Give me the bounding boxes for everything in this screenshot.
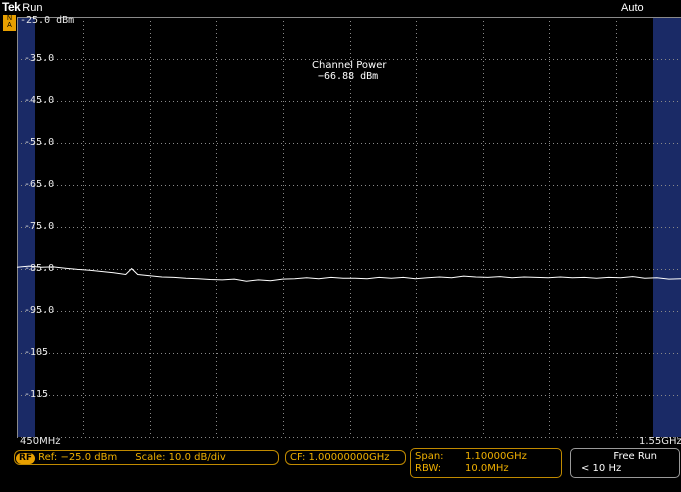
rf-channel-marker-icon[interactable]: N A [3,15,16,31]
span-value: 1.10000GHz [465,451,527,462]
channel-power-title: Channel Power [312,60,387,71]
y-axis-label: -105 [24,347,49,358]
run-state: Run [22,2,43,14]
y-axis-label: -25.0 dBm [20,15,75,26]
channel-power-value: −66.88 dBm [318,71,379,82]
spectrum-svg [17,17,681,448]
y-axis-label: -95.0 [24,305,55,316]
top-status-bar: Tek Run Auto [0,0,681,17]
scale-readout: Scale: 10.0 dB/div [135,452,226,463]
left-band-shading [17,17,35,437]
y-axis-label: -35.0 [24,53,55,64]
y-axis-label: -65.0 [24,179,55,190]
y-axis-label: -85.0 [24,263,55,274]
span-label: Span: [415,451,444,462]
vertical-settings-readout[interactable]: RF Ref: −25.0 dBm Scale: 10.0 dB/div [14,450,279,465]
span-rbw-readout[interactable]: Span: 1.10000GHz RBW: 10.0MHz [410,448,562,478]
trigger-mode-label: Auto [621,2,644,14]
trigger-readout[interactable]: Free Run < 10 Hz [570,448,680,478]
spectrum-plot[interactable] [17,17,681,448]
rbw-label: RBW: [415,463,442,474]
marker-line-2: A [7,22,12,29]
stop-frequency: 1.55GHz [639,436,681,447]
plot-background [17,17,681,448]
y-axis-label: -45.0 [24,95,55,106]
y-axis-label: -115 [24,389,49,400]
marker-line-1: N [6,15,13,22]
y-axis-label: -75.0 [24,221,55,232]
cf-readout: CF: 1.00000000GHz [290,452,390,463]
rbw-value: 10.0MHz [465,463,509,474]
ref-level-readout: Ref: −25.0 dBm [38,452,118,463]
y-axis-label: -55.0 [24,137,55,148]
trigger-title: Free Run [613,451,657,462]
brand-label: Tek Run [2,1,42,14]
trigger-rate: < 10 Hz [581,463,622,474]
center-frequency-readout[interactable]: CF: 1.00000000GHz [285,450,406,465]
spectrum-trace [17,265,681,282]
rf-badge: RF [16,453,36,464]
start-frequency: 450MHz [20,436,61,447]
brand-logo: Tek [2,0,21,14]
